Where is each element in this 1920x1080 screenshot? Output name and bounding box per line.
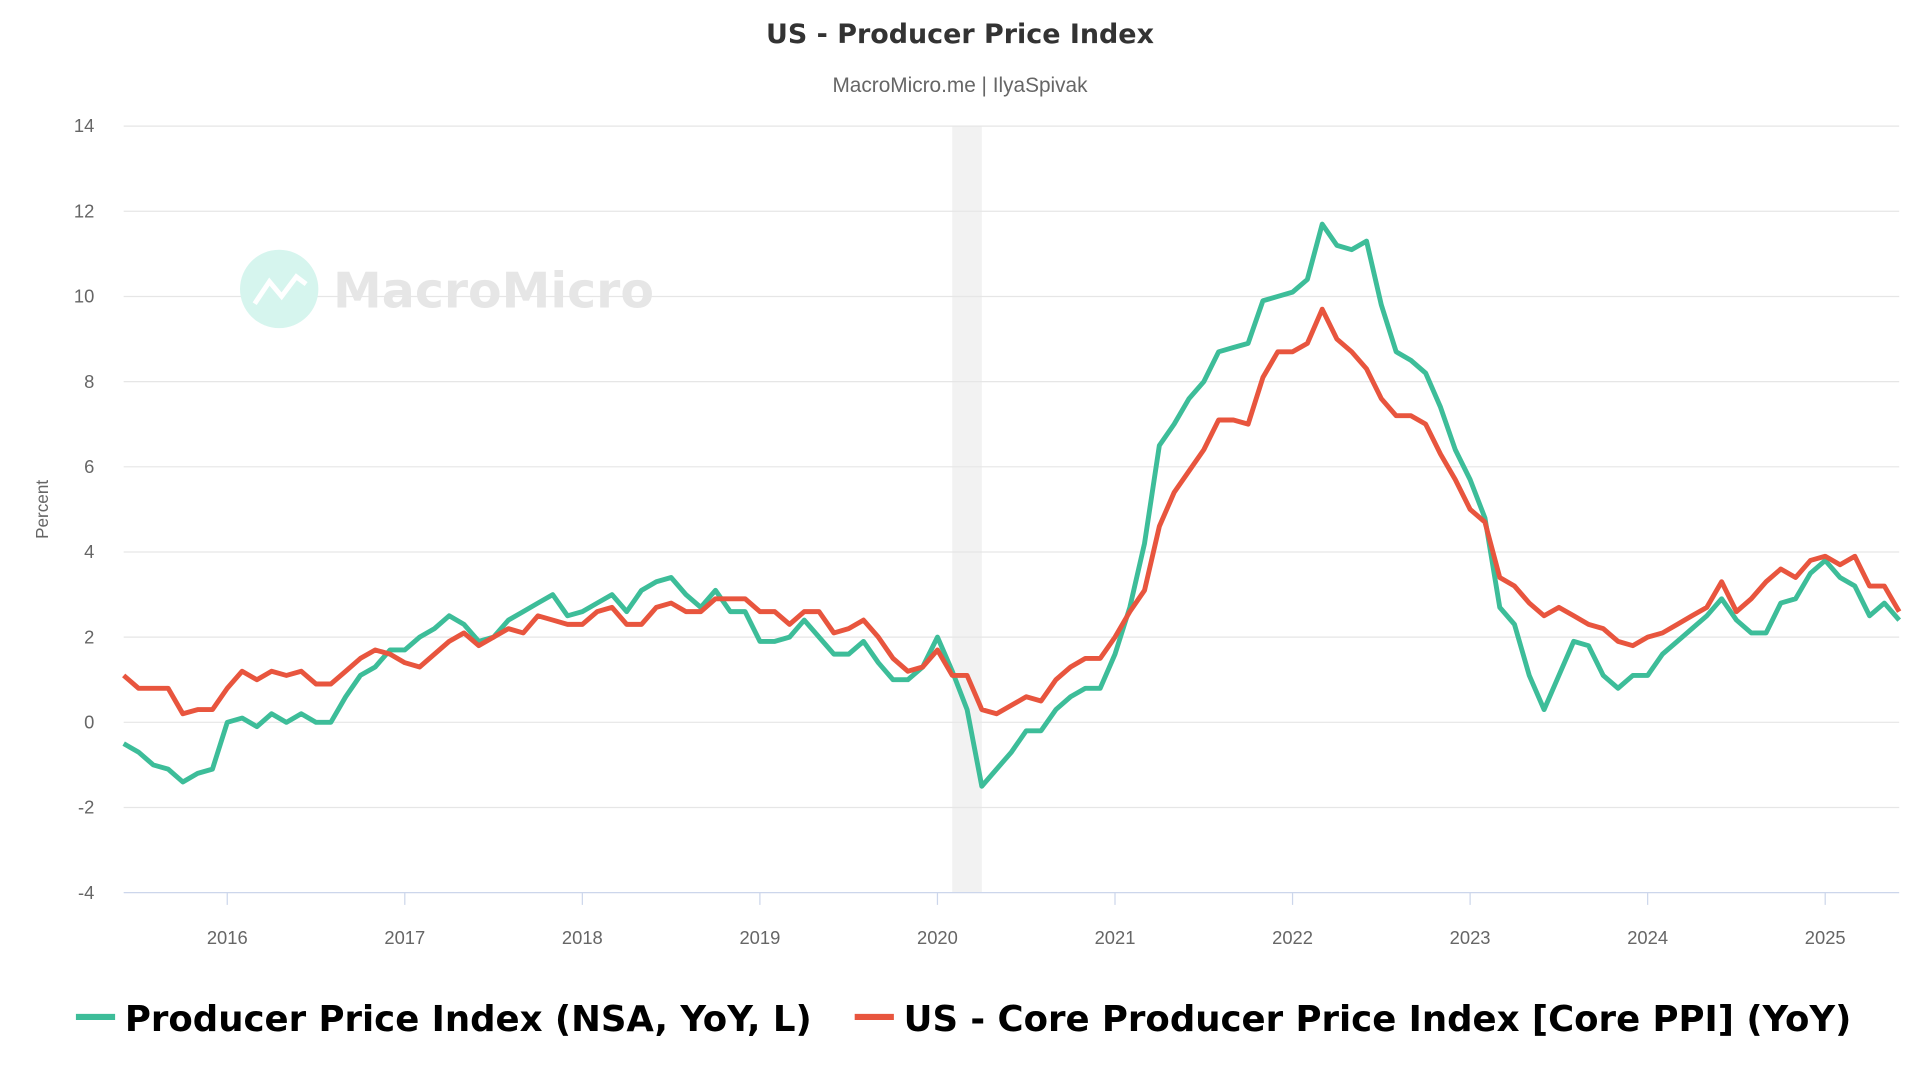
legend-item-core-ppi[interactable]: US - Core Producer Price Index [Core PPI… — [854, 999, 1852, 1040]
series-lines — [122, 221, 1902, 789]
x-tick-label: 2022 — [1272, 927, 1313, 948]
x-axis: 2016 2017 2018 2019 2020 2021 2022 2023 2024 2025 — [207, 892, 1846, 948]
x-tick-label: 2016 — [207, 927, 248, 948]
y-tick-label: 10 — [74, 286, 94, 307]
y-tick-label: 8 — [84, 371, 94, 392]
legend-item-ppi[interactable]: Producer Price Index (NSA, YoY, L) — [75, 999, 812, 1040]
legend-label-core-ppi: US - Core Producer Price Index [Core PPI… — [904, 999, 1852, 1040]
watermark-logo-icon — [240, 249, 319, 329]
x-tick-label: 2019 — [739, 927, 780, 948]
y-tick-label: 0 — [84, 711, 94, 732]
chart-subtitle: MacroMicro.me | IlyaSpivak — [832, 74, 1088, 97]
watermark-chart-glyph — [252, 273, 308, 306]
x-tick-label: 2024 — [1627, 927, 1668, 948]
x-tick-label: 2018 — [562, 927, 603, 948]
y-tick-label: 6 — [84, 456, 94, 477]
x-tick-label: 2025 — [1805, 927, 1846, 948]
y-tick-label: 12 — [74, 200, 94, 221]
y-tick-label: 14 — [74, 115, 94, 136]
legend: Producer Price Index (NSA, YoY, L) US - … — [75, 999, 1852, 1040]
series-line-ppi[interactable] — [122, 221, 1902, 789]
legend-swatch-core-ppi — [854, 1013, 894, 1020]
recession-shading — [952, 126, 982, 893]
x-tick-label: 2017 — [384, 927, 425, 948]
y-axis-label: Percent — [32, 480, 52, 539]
shaded-period — [952, 126, 982, 893]
y-tick-label: -2 — [78, 797, 94, 818]
y-tick-label: 2 — [84, 626, 94, 647]
x-tick-label: 2021 — [1095, 927, 1136, 948]
legend-label-ppi: Producer Price Index (NSA, YoY, L) — [125, 999, 812, 1040]
legend-swatch-ppi — [75, 1013, 116, 1020]
chart-title: US - Producer Price Index — [766, 19, 1154, 50]
x-tick-label: 2020 — [917, 927, 958, 948]
series-line-core-ppi[interactable] — [122, 306, 1902, 717]
watermark-logo: MacroMicro — [240, 249, 654, 329]
x-tick-label: 2023 — [1450, 927, 1491, 948]
y-tick-label: -4 — [78, 882, 94, 903]
gridlines — [123, 125, 1900, 894]
watermark-text: MacroMicro — [333, 262, 654, 319]
y-tick-label: 4 — [84, 541, 94, 562]
y-axis: -4 -2 0 2 4 6 8 10 12 14 — [74, 115, 94, 903]
